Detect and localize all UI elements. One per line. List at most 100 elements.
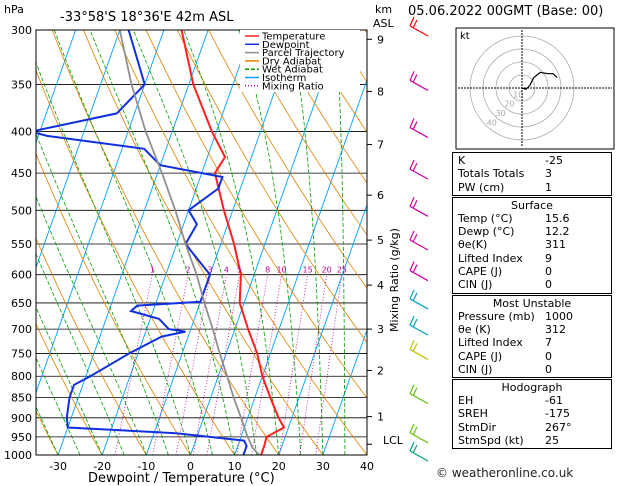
- wind-barb-flag: [412, 121, 418, 130]
- copyright-footer: © weatheronline.co.uk: [436, 466, 574, 480]
- isotherm-line: [36, 30, 165, 394]
- legend-label: Parcel Trajectory: [262, 48, 345, 59]
- surface-row: Dewp (°C) 12.2: [453, 225, 611, 238]
- wet-adiabat-line: [36, 405, 59, 455]
- dry-adiabat-line: [36, 69, 235, 455]
- hodograph-param-label: SREH: [458, 407, 488, 421]
- surface-row: Lifted Index 9: [453, 252, 611, 265]
- wet-adiabat-line: [366, 425, 367, 455]
- isotherm-line: [101, 30, 253, 455]
- surface-row: Temp (°C) 15.6: [453, 212, 611, 225]
- hodograph-param-row: EH -61: [453, 394, 611, 407]
- pressure-tick-label: 900: [11, 412, 32, 425]
- km-tick-label: 3: [377, 323, 384, 336]
- most-unstable-label: Pressure (mb): [458, 309, 535, 323]
- mixing-ratio-line: [206, 274, 240, 455]
- mixing-ratio-line: [299, 274, 328, 455]
- pressure-tick-label: 450: [11, 167, 32, 180]
- dry-adiabat-line: [270, 30, 367, 184]
- pressure-tick-label: 400: [11, 126, 32, 139]
- wind-barb-flag: [409, 384, 415, 394]
- hodograph-param-row: StmSpd (kt) 25: [453, 434, 611, 447]
- legend-label: Isotherm: [262, 73, 306, 84]
- wind-barb-flag: [409, 71, 415, 81]
- surface-label: CIN (J): [458, 278, 493, 292]
- legend-label: Temperature: [261, 32, 325, 43]
- wet-adiabat-line: [183, 30, 280, 455]
- hodograph-unit-label: kt: [460, 31, 470, 42]
- surface-label: Lifted Index: [458, 251, 523, 265]
- mixing-ratio-tick-label: 4: [224, 266, 229, 275]
- hodograph-param-label: StmDir: [458, 420, 497, 434]
- pressure-tick-label: 600: [11, 269, 32, 282]
- km-tick-label: 5: [377, 234, 384, 247]
- pressure-tick-label: 1000: [4, 449, 32, 462]
- wind-barb-flag: [412, 74, 418, 83]
- most-unstable-row: Pressure (mb) 1000: [453, 310, 611, 323]
- pressure-tick-label: 800: [11, 370, 32, 383]
- wind-barb-flag: [409, 340, 415, 350]
- hodograph-block: Hodograph EH -61 SREH -175 StmDir 267° StmSpd …: [452, 379, 612, 450]
- mixing-ratio-tick-label: 15: [303, 266, 313, 275]
- surface-value: 12.2: [545, 225, 570, 239]
- y-axis-unit: hPa: [4, 3, 24, 16]
- most-unstable-label: θe (K): [458, 322, 491, 336]
- mixing-ratio-tick-label: 10: [276, 266, 286, 275]
- wind-barb-flag: [412, 387, 418, 396]
- mixing-ratio-tick-label: 5: [237, 266, 242, 275]
- surface-value: 15.6: [545, 211, 570, 225]
- pressure-tick-label: 300: [11, 24, 32, 37]
- surface-value: 311: [545, 238, 566, 252]
- hodograph-param-label: StmSpd (kt): [458, 434, 524, 448]
- hodograph-ring-label: 30: [495, 109, 505, 118]
- surface-value: 0: [545, 265, 552, 279]
- wind-barb-flag: [409, 315, 415, 326]
- most-unstable-label: CIN (J): [458, 362, 493, 376]
- most-unstable-label: CAPE (J): [458, 349, 503, 363]
- indices-top-block: K -25 Totals Totals 3 PW (cm) 1: [452, 152, 612, 196]
- hodograph-ring-label: 40: [487, 118, 497, 127]
- hodograph-ring-label: 10: [513, 90, 523, 99]
- dry-adiabat-line: [176, 30, 367, 344]
- mixing-ratio-tick-label: 8: [265, 266, 270, 275]
- isotherm-line: [190, 30, 341, 455]
- wind-barb-flag: [412, 318, 418, 328]
- surface-block: Surface Temp (°C) 15.6 Dewp (°C) 12.2 θe(K) 3…: [452, 196, 612, 294]
- mixing-ratio-line: [192, 274, 227, 455]
- surface-label: Dewp (°C): [458, 225, 515, 239]
- mixing-ratio-tick-label: 25: [337, 266, 347, 275]
- location-title: -33°58'S 18°36'E 42m ASL: [60, 10, 234, 25]
- hodograph-title: Hodograph: [501, 381, 563, 395]
- dry-adiabat-line: [145, 30, 367, 399]
- timestamp: 05.06.2022 00GMT (Base: 00): [408, 4, 604, 19]
- hodograph-param-value: -175: [545, 407, 570, 421]
- index-value: -25: [545, 154, 563, 167]
- hodograph-param-label: EH: [458, 394, 474, 408]
- most-unstable-value: 0: [545, 362, 552, 376]
- most-unstable-value: 0: [545, 349, 552, 363]
- series-parcel-trajectory: [118, 30, 260, 455]
- surface-title: Surface: [511, 198, 553, 212]
- wet-adiabat-line: [36, 356, 81, 455]
- temperature-tick-label: 40: [360, 460, 374, 473]
- most-unstable-row: CAPE (J) 0: [453, 350, 611, 363]
- series-dewpoint: [36, 30, 248, 455]
- mixing-ratio-line: [278, 274, 309, 455]
- wind-barb-flag: [412, 292, 418, 302]
- mixing-ratio-line: [152, 274, 189, 455]
- index-label: PW (cm): [458, 180, 505, 194]
- wind-barb-flag: [409, 261, 415, 271]
- mixing-ratio-line: [251, 274, 282, 455]
- dry-adiabat-line: [51, 30, 280, 455]
- surface-label: Temp (°C): [458, 211, 513, 225]
- dry-adiabat-line: [83, 30, 324, 455]
- wind-barb-flag: [412, 444, 418, 454]
- mixing-ratio-line: [175, 274, 211, 455]
- wind-barb-flag: [412, 19, 418, 29]
- pressure-tick-label: 850: [11, 392, 32, 405]
- mixing-ratio-tick-label: 20: [322, 266, 332, 275]
- surface-row: θe(K) 311: [453, 238, 611, 251]
- index-row: K -25: [453, 154, 611, 167]
- wind-barb-flag: [412, 200, 418, 209]
